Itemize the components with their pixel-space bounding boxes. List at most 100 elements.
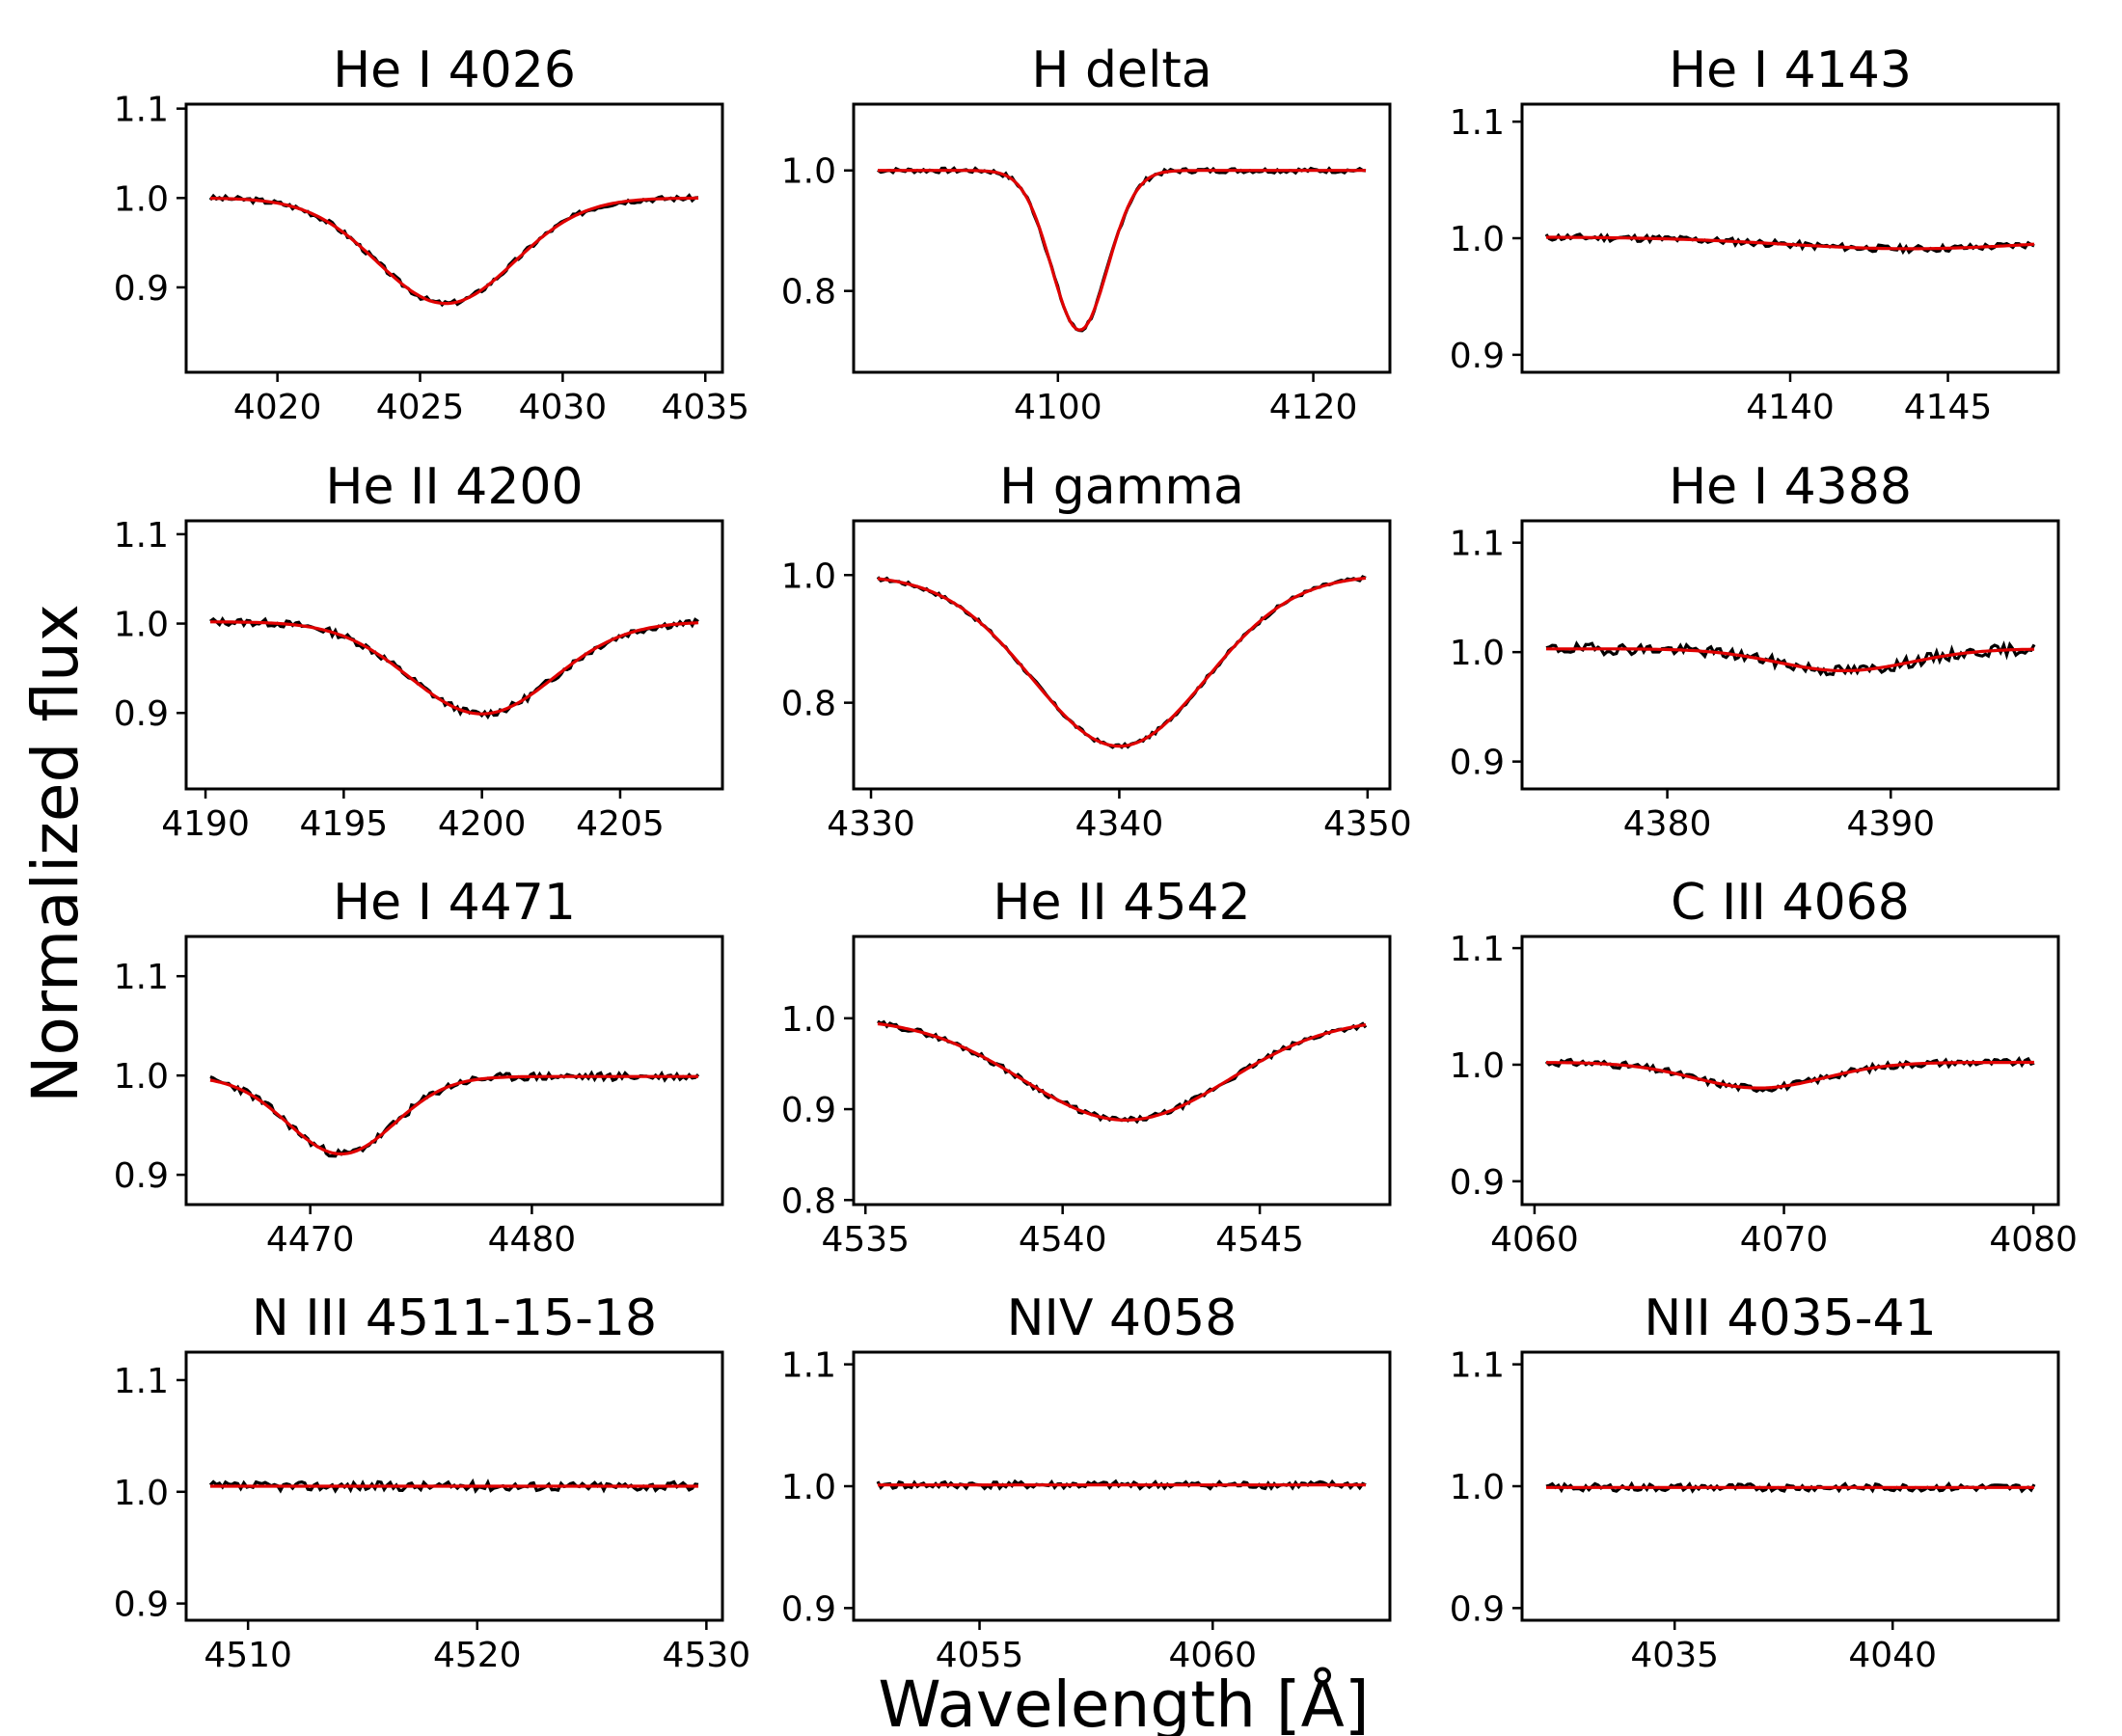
panel-1: He I 4026 4020 4025 4030 4035 0.9 1.0 1.1 [114,41,749,427]
x-tick-label: 4055 [936,1636,1024,1675]
x-tick-label: 4030 [519,388,608,427]
figure-ylabel: Normalized flux [18,604,93,1103]
model-fit-line [209,1074,698,1156]
x-tick-label: 4205 [576,804,665,844]
x-tick-label: 4020 [233,388,322,427]
y-tick-label: 1.0 [1450,1468,1505,1507]
x-tick-label: 4060 [1168,1636,1257,1675]
x-tick-label: 4195 [300,804,389,844]
y-tick-label: 1.0 [781,1468,836,1507]
y-tick-label: 0.8 [781,1181,836,1221]
x-tick-label: 4190 [161,804,250,844]
panel-4: He II 4200 4190 4195 4200 4205 0.9 1.0 1.1 [114,458,724,844]
y-tick-label: 1.0 [114,606,169,645]
panel-title: He I 4388 [1669,458,1912,516]
x-tick-label: 4350 [1323,804,1412,844]
y-tick-label: 1.1 [781,1346,836,1386]
x-tick-label: 4530 [663,1636,751,1675]
x-tick-label: 4025 [376,388,465,427]
x-tick-label: 4080 [1989,1220,2078,1260]
y-tick-label: 1.0 [114,179,169,219]
y-tick-label: 1.0 [1450,1046,1505,1086]
panel-grid: He I 4026 4020 4025 4030 4035 0.9 1.0 1.1 H delt… [114,41,2078,1675]
y-tick-label: 1.0 [114,1057,169,1097]
y-tick-label: 1.1 [1450,1346,1505,1386]
y-tick-label: 0.9 [781,1091,836,1130]
panel-frame [184,1350,724,1622]
x-tick-label: 4380 [1623,804,1712,844]
panel-title: He I 4143 [1669,41,1912,99]
x-tick-label: 4540 [1019,1220,1107,1260]
x-tick-label: 4545 [1215,1220,1304,1260]
y-tick-label: 1.0 [1450,220,1505,259]
x-tick-label: 4100 [1014,388,1102,427]
x-tick-label: 4120 [1269,388,1358,427]
x-tick-label: 4040 [1848,1636,1937,1675]
panel-frame [1520,519,2060,791]
x-tick-label: 4520 [433,1636,522,1675]
model-fit-line [210,196,698,306]
x-tick-label: 4470 [266,1220,355,1260]
x-tick-label: 4200 [438,804,527,844]
y-tick-label: 0.8 [781,273,836,312]
panel-10: N III 4511-15-18 4510 4520 4530 0.9 1.0 1.1 [114,1289,750,1675]
y-tick-label: 1.0 [781,152,836,192]
panel-title: H gamma [999,458,1244,516]
x-tick-label: 4535 [821,1220,910,1260]
x-tick-label: 4510 [204,1636,292,1675]
y-tick-label: 1.0 [1450,634,1505,673]
y-tick-label: 0.9 [1450,1589,1505,1629]
y-tick-label: 0.9 [1450,1163,1505,1203]
y-tick-label: 0.9 [781,1589,836,1629]
panel-title: He I 4026 [333,41,576,99]
y-tick-label: 1.1 [114,1362,169,1401]
x-tick-label: 4140 [1746,388,1835,427]
y-tick-label: 1.1 [114,516,169,556]
x-tick-label: 4480 [488,1220,577,1260]
model-fit-line [878,169,1366,332]
panel-frame [852,102,1392,374]
panel-title: He II 4200 [325,458,583,516]
panel-title: NII 4035-41 [1644,1289,1936,1347]
panel-title: H delta [1031,41,1211,99]
model-fit-line [877,1021,1367,1123]
panel-frame [184,519,724,791]
panel-12: NII 4035-41 4035 4040 0.9 1.0 1.1 [1450,1289,2060,1675]
y-tick-label: 0.9 [114,1156,169,1196]
panel-3: He I 4143 4140 4145 0.9 1.0 1.1 [1450,41,2060,427]
panel-title: N III 4511-15-18 [252,1289,657,1347]
y-tick-label: 0.9 [114,1586,169,1625]
y-tick-label: 0.9 [114,269,169,309]
model-fit-line [1546,1060,2034,1090]
x-tick-label: 4035 [661,388,749,427]
panel-title: NIV 4058 [1007,1289,1238,1347]
figure-xlabel: Wavelength [Å] [878,1668,1369,1736]
panel-frame [852,935,1392,1207]
panel-2: H delta 4100 4120 0.8 1.0 [781,41,1392,427]
y-tick-label: 1.0 [114,1474,169,1513]
x-tick-label: 4340 [1075,804,1164,844]
x-tick-label: 4035 [1630,1636,1719,1675]
y-tick-label: 1.0 [781,556,836,596]
x-tick-label: 4060 [1490,1220,1579,1260]
y-tick-label: 1.1 [114,91,169,130]
y-tick-label: 0.9 [1450,744,1505,783]
panel-title: He I 4471 [333,874,576,932]
model-fit-line [1546,235,2035,251]
model-fit-line [1546,647,2034,672]
panel-title: C III 4068 [1671,874,1910,932]
model-fit-line [877,576,1367,748]
panel-9: C III 4068 4060 4070 4080 0.9 1.0 1.1 [1450,874,2078,1260]
y-tick-label: 1.1 [1450,103,1505,143]
model-fit-line [210,620,699,716]
panel-frame [184,102,724,374]
y-tick-label: 1.1 [1450,525,1505,564]
panel-frame [184,935,724,1207]
panel-5: H gamma 4330 4340 4350 0.8 1.0 [781,458,1412,844]
y-tick-label: 0.9 [1450,337,1505,376]
panel-7: He I 4471 4470 4480 0.9 1.0 1.1 [114,874,724,1260]
y-tick-label: 0.8 [781,685,836,724]
x-tick-label: 4145 [1904,388,1993,427]
